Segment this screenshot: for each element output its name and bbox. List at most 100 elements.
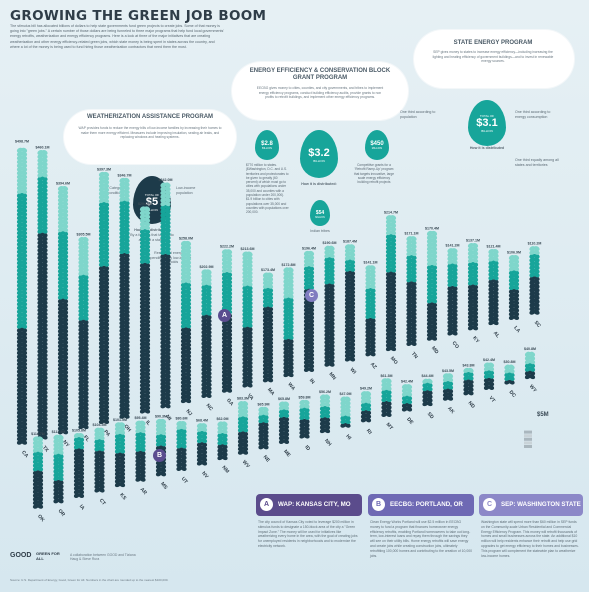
- bar-segment: [164, 272, 171, 278]
- bar-segment: [221, 252, 228, 258]
- data-label: $137.1M: [466, 238, 480, 242]
- bar-segment: [246, 341, 253, 347]
- bar-segment: [390, 226, 397, 232]
- bar-segment: [180, 435, 187, 442]
- bar-segment: [406, 292, 413, 298]
- bar-segment: [278, 438, 285, 444]
- bar-segment: [123, 320, 130, 326]
- bar-segment: [369, 332, 376, 338]
- bar-segment: [57, 369, 64, 375]
- bar-segment: [62, 185, 69, 192]
- bar-segment: [426, 264, 433, 270]
- bar-segment: [164, 216, 171, 222]
- bar-segment: [246, 315, 253, 321]
- bar-segment: [308, 363, 315, 369]
- bar-segment: [328, 301, 335, 307]
- bar-segment: [98, 302, 105, 308]
- bar-segment: [308, 329, 315, 335]
- bar-segment: [57, 418, 64, 424]
- bar-segment: [57, 384, 64, 390]
- bar-segment: [201, 449, 208, 455]
- bar-segment: [176, 458, 183, 464]
- bar-segment: [287, 357, 294, 363]
- bar-segment: [385, 404, 392, 410]
- bar-segment: [344, 396, 351, 402]
- bar-segment: [119, 177, 126, 183]
- bar-segment: [447, 308, 454, 314]
- bar-segment: [139, 454, 146, 460]
- bar-segment: [98, 175, 105, 181]
- bar-segment: [57, 272, 64, 278]
- bar-segment: [21, 188, 28, 194]
- bar-segment: [98, 310, 105, 316]
- bar-segment: [267, 309, 274, 315]
- bar-segment: [119, 252, 126, 258]
- bar-segment: [201, 351, 208, 357]
- bar-segment: [221, 331, 228, 337]
- bar-segment: [283, 427, 290, 433]
- bar-segment: [529, 246, 536, 252]
- bar-segment: [139, 225, 146, 231]
- bar-segment: [217, 451, 224, 457]
- tick-label: AR: [139, 487, 148, 497]
- bar-segment: [119, 455, 126, 461]
- bar-segment: [164, 332, 171, 338]
- bar-segment: [246, 270, 253, 276]
- bar-segment: [447, 274, 454, 280]
- bar-segment: [278, 401, 285, 407]
- bar-segment: [62, 249, 69, 255]
- bar-segment: [16, 286, 23, 292]
- bar-segment: [308, 359, 315, 365]
- bar-segment: [119, 245, 126, 251]
- bar-segment: [164, 343, 171, 349]
- bar-segment: [283, 327, 290, 333]
- bar-segment: [41, 161, 48, 167]
- bar-segment: [451, 270, 458, 276]
- bar-segment: [201, 314, 208, 320]
- bar-segment: [390, 282, 397, 288]
- bar-segment: [37, 213, 44, 219]
- bar-segment: [119, 365, 126, 371]
- bar-segment: [226, 249, 233, 255]
- bar-segment: [114, 455, 121, 461]
- bar-segment: [155, 422, 162, 428]
- bar-segment: [426, 275, 433, 281]
- bar-segment: [406, 325, 413, 332]
- bar-segment: [385, 263, 392, 269]
- bar-segment: [103, 194, 110, 200]
- bar-segment: [62, 324, 69, 330]
- bar-segment: [62, 290, 69, 296]
- bar-segment: [246, 382, 253, 388]
- bar-segment: [328, 256, 335, 262]
- bar-segment: [160, 335, 167, 341]
- bar-segment: [385, 342, 392, 348]
- bar-segment: [123, 275, 130, 281]
- tick-label: KS: [118, 492, 127, 502]
- bar-segment: [529, 291, 536, 297]
- bar-segment: [144, 281, 151, 287]
- bar-segment: [98, 388, 105, 395]
- data-label: $121.4M: [487, 245, 501, 249]
- bar-segment: [447, 285, 454, 291]
- bar-segment: [513, 270, 520, 276]
- bar-segment: [57, 302, 64, 308]
- bar-segment: [451, 308, 458, 314]
- bar-segment: [164, 377, 171, 383]
- bar-segment: [308, 333, 315, 339]
- bar-segment: [328, 298, 335, 304]
- bar-segment: [16, 413, 23, 419]
- bar-segment: [467, 284, 474, 290]
- bar-segment: [426, 302, 433, 308]
- bar-segment: [123, 241, 130, 247]
- bar-segment: [119, 425, 126, 432]
- bar-segment: [16, 181, 23, 187]
- bar-segment: [447, 323, 454, 329]
- bar-segment: [98, 411, 105, 417]
- bar-segment: [82, 371, 89, 377]
- bar-segment: [406, 322, 413, 328]
- wap-total-value: $5: [145, 196, 159, 208]
- bar-segment: [37, 217, 44, 223]
- bar-segment: [328, 305, 335, 311]
- bar-segment: [324, 394, 331, 400]
- bar-segment: [37, 273, 44, 279]
